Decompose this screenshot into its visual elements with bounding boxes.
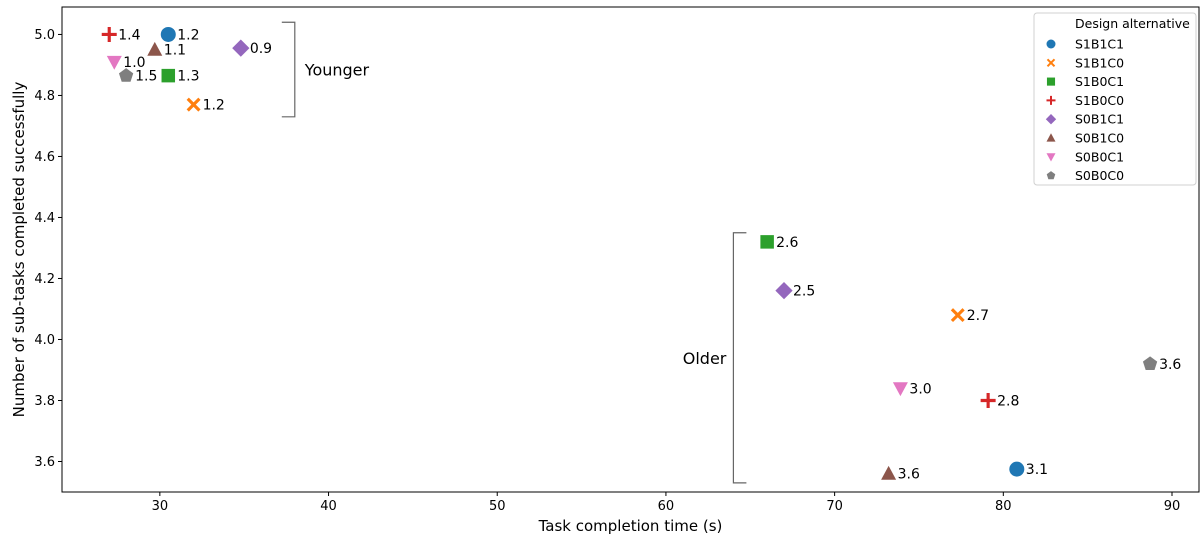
- x-tick-label: 30: [152, 499, 169, 514]
- legend-entry: S1B1C1: [1075, 37, 1124, 52]
- data-point: [160, 26, 176, 42]
- y-tick-label: 5.0: [34, 28, 55, 43]
- y-tick-label: 4.0: [34, 333, 55, 348]
- data-label: 1.5: [135, 69, 157, 85]
- data-label: 3.0: [909, 381, 931, 397]
- axes: 30 40 50 60 70 80 90 3.6 3.8 4.0 4.2 4.4 4.6 4.8 5.0 Ta…: [10, 6, 1200, 535]
- data-point: [147, 41, 163, 56]
- x-tick-label: 40: [320, 499, 337, 514]
- y-axis-label: Number of sub-tasks completed successful…: [10, 82, 28, 418]
- data-point: [775, 282, 793, 300]
- legend-entry: S0B0C0: [1075, 168, 1124, 183]
- group-label: Older: [683, 349, 727, 368]
- x-tick-label: 80: [995, 499, 1012, 514]
- data-point: [118, 68, 134, 82]
- data-point: [980, 392, 996, 408]
- x-axis-label: Task completion time (s): [538, 517, 723, 535]
- legend-marker: [1045, 114, 1057, 125]
- legend-entry: S0B1C1: [1075, 112, 1124, 127]
- data-point: [1009, 461, 1025, 477]
- x-tick-label: 70: [826, 499, 843, 514]
- data-label: 1.2: [203, 98, 225, 114]
- legend-entry: S1B0C0: [1075, 93, 1124, 108]
- bracket: [281, 21, 296, 118]
- data-label: 2.8: [997, 393, 1019, 409]
- data-point: [881, 465, 897, 480]
- group-label: Younger: [304, 61, 370, 80]
- legend-title: Design alternative: [1075, 16, 1190, 31]
- legend-frame: [1033, 12, 1197, 186]
- legend-entry: S1B1C0: [1075, 55, 1124, 70]
- data-label: 1.2: [177, 27, 199, 43]
- legend-entry: S0B0C1: [1075, 149, 1124, 164]
- data-label: 2.6: [776, 235, 798, 251]
- x-tick-label: 50: [489, 499, 506, 514]
- data-label: 2.7: [967, 308, 989, 324]
- data-point: [1142, 356, 1158, 370]
- group-annotations: Younger Older: [281, 21, 747, 484]
- data-label: 1.4: [118, 27, 140, 43]
- y-tick-label: 4.6: [34, 150, 55, 165]
- plot-frame: [61, 6, 1200, 493]
- x-tick-label: 60: [658, 499, 675, 514]
- legend-marker: [1046, 95, 1056, 105]
- data-label: 1.3: [177, 69, 199, 85]
- legend-marker: [1046, 153, 1056, 162]
- y-tick-label: 3.8: [34, 394, 55, 409]
- bracket: [732, 232, 747, 484]
- data-label: 1.1: [164, 43, 186, 59]
- data-label: 3.1: [1026, 462, 1048, 478]
- legend-marker: [1046, 77, 1056, 86]
- legend-marker: [1046, 133, 1056, 142]
- legend-entry: S0B1C0: [1075, 131, 1124, 146]
- data-label: 1.0: [123, 55, 145, 71]
- y-tick-label: 4.8: [34, 89, 55, 104]
- data-point: [892, 382, 908, 397]
- data-point: [186, 97, 201, 112]
- legend-entry: S1B0C1: [1075, 74, 1124, 89]
- data-point: [106, 55, 122, 70]
- legend-marker: [1046, 58, 1056, 68]
- legend-marker: [1046, 39, 1056, 49]
- y-tick-label: 3.6: [34, 455, 55, 470]
- data-label: 0.9: [250, 41, 272, 57]
- data-label: 3.6: [898, 467, 920, 483]
- legend-marker: [1046, 171, 1056, 180]
- y-tick-label: 4.4: [34, 211, 55, 226]
- data-points: 1.2 3.1 1.2 2.7 1.3 2.6 1.4 2.8 0.9 2.5 1.1 3.6 1.0 3…: [101, 26, 1181, 483]
- data-point: [950, 308, 965, 323]
- data-label: 3.6: [1159, 357, 1181, 373]
- legend: Design alternative S1B1C1 S1B1C0 S1B0C1 S1B0…: [1033, 12, 1197, 186]
- x-tick-label: 90: [1164, 499, 1181, 514]
- data-point: [101, 26, 117, 42]
- data-label: 2.5: [793, 284, 815, 300]
- y-tick-label: 4.2: [34, 272, 55, 287]
- data-point: [232, 39, 250, 57]
- data-point: [760, 235, 774, 249]
- data-point: [161, 68, 176, 83]
